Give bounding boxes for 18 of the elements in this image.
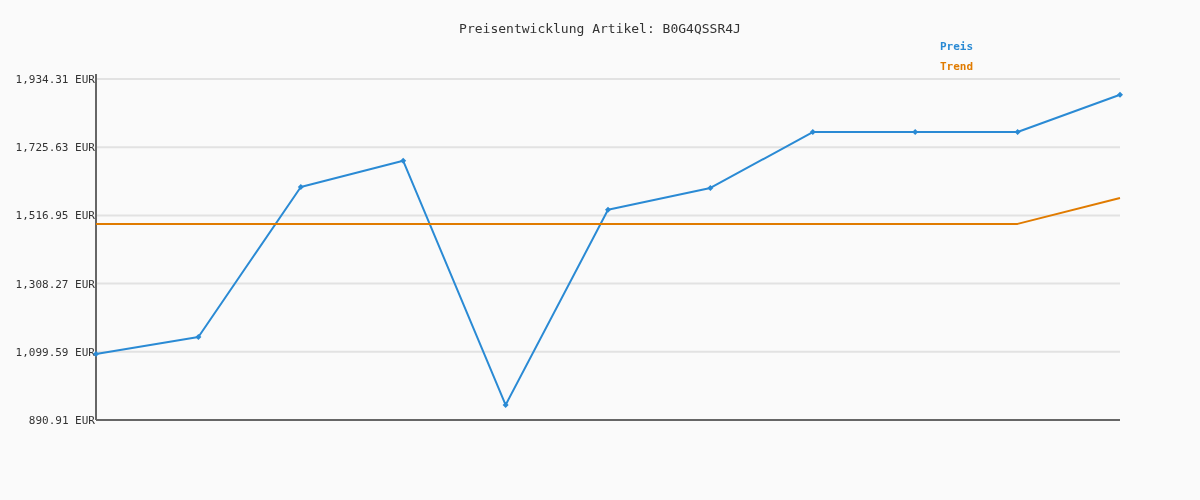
point: [502, 401, 509, 408]
text: Trend: [940, 60, 974, 73]
y-tick-label: 1,725.63 EUR: [15, 141, 96, 155]
y-tick-label: 1,308.27 EUR: [15, 277, 96, 291]
point: [1014, 129, 1021, 136]
point: [195, 333, 202, 340]
y-tick-label: 1,099.59 EUR: [15, 345, 96, 359]
chart-title: Preisentwicklung Artikel: B0G4QSSR4J: [459, 21, 741, 36]
y-tick-label: 1,934.31 EUR: [15, 73, 96, 86]
point: [605, 206, 611, 213]
text: Preis: [940, 40, 974, 53]
point: [400, 157, 407, 164]
point: [809, 129, 816, 136]
y-tick-label: 1,516.95 EUR: [15, 209, 96, 223]
point: [297, 183, 304, 190]
y-tick-label: 890.91 EUR: [28, 414, 96, 427]
point: [1117, 91, 1123, 98]
point: [707, 184, 714, 191]
